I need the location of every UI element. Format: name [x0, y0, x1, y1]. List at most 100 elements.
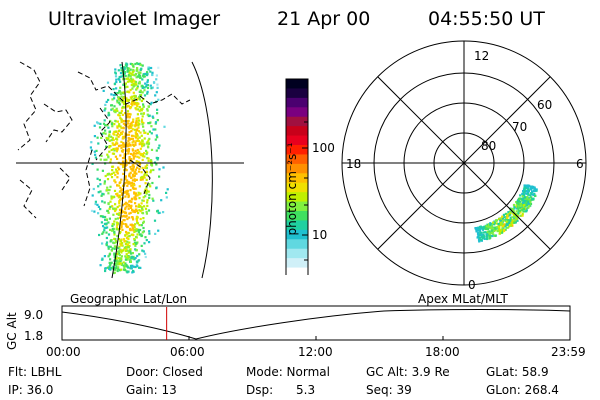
emission-pixel [110, 195, 113, 198]
emission-pixel [501, 228, 504, 231]
emission-pixel [518, 201, 521, 204]
emission-pixel [125, 270, 128, 273]
emission-pixel [116, 92, 119, 95]
emission-pixel [480, 236, 483, 239]
emission-pixel [126, 255, 130, 258]
emission-pixel [146, 86, 150, 90]
emission-pixel [130, 97, 133, 100]
emission-pixel [138, 164, 141, 167]
emission-pixel [126, 202, 129, 205]
emission-pixel [142, 75, 145, 78]
emission-pixel [119, 230, 122, 234]
emission-pixel [118, 250, 121, 253]
emission-pixel [499, 217, 502, 220]
emission-pixel [116, 172, 119, 175]
emission-pixel [108, 253, 111, 256]
emission-pixel [122, 135, 125, 139]
emission-pixel [136, 102, 139, 105]
emission-pixel [132, 182, 135, 185]
timeline-xtick-1800: 18:00 [425, 345, 460, 359]
emission-pixel [149, 103, 152, 106]
emission-pixel [131, 233, 134, 236]
emission-pixel [133, 94, 136, 97]
emission-pixel [105, 231, 108, 234]
emission-pixel [530, 192, 533, 195]
emission-pixel [99, 122, 102, 125]
orbit-timeline[interactable] [0, 300, 600, 360]
emission-pixel [494, 219, 497, 222]
emission-pixel [147, 146, 150, 149]
emission-pixel [136, 210, 139, 213]
emission-pixel [108, 133, 111, 136]
emission-pixel [518, 209, 521, 212]
emission-pixel [523, 205, 526, 208]
emission-pixel [519, 201, 522, 204]
emission-pixel [143, 173, 146, 176]
emission-pixel [517, 204, 520, 207]
emission-pixel [115, 168, 118, 171]
emission-pixel [107, 189, 110, 192]
emission-pixel [109, 239, 113, 242]
emission-pixel [142, 105, 145, 108]
emission-pixel [133, 84, 136, 87]
emission-pixel [110, 108, 113, 111]
emission-pixel [509, 224, 512, 227]
emission-pixel [124, 211, 128, 214]
emission-pixel [120, 226, 123, 229]
emission-pixel [113, 110, 116, 113]
emission-pixel [116, 157, 119, 160]
emission-pixel [114, 142, 118, 145]
emission-pixel [125, 247, 128, 251]
emission-pixel [94, 202, 97, 206]
emission-pixel [494, 228, 497, 232]
emission-pixel [133, 97, 136, 100]
emission-pixel [110, 229, 114, 232]
emission-pixel [138, 259, 141, 262]
emission-pixel [145, 188, 148, 191]
emission-pixel [515, 215, 518, 218]
emission-pixel [475, 229, 478, 232]
emission-pixel [509, 207, 512, 210]
emission-pixel [533, 188, 537, 191]
emission-pixel [104, 218, 107, 221]
emission-pixel [136, 128, 139, 131]
emission-pixel [146, 204, 149, 207]
emission-pixel [516, 214, 519, 217]
emission-pixel [151, 73, 154, 76]
emission-pixel [135, 117, 138, 120]
emission-pixel [527, 200, 530, 203]
emission-pixel [125, 214, 128, 217]
emission-pixel [144, 255, 147, 259]
emission-pixel [128, 127, 131, 130]
emission-pixel [508, 210, 511, 214]
emission-pixel [499, 224, 502, 227]
emission-pixel [133, 197, 136, 200]
emission-pixel [116, 101, 119, 104]
emission-pixel [121, 71, 125, 74]
emission-pixel [519, 204, 522, 207]
emission-pixel [114, 155, 117, 158]
emission-pixel [138, 167, 141, 170]
emission-pixel [134, 122, 138, 125]
emission-pixel [519, 204, 522, 207]
emission-pixel [482, 227, 485, 230]
emission-pixel [501, 217, 504, 220]
emission-pixel [480, 231, 483, 234]
emission-pixel [133, 241, 136, 244]
emission-pixel [137, 229, 140, 232]
emission-pixel [510, 209, 514, 212]
emission-pixel [97, 191, 100, 194]
emission-pixel [146, 71, 149, 74]
emission-pixel [130, 130, 133, 133]
emission-pixel [114, 257, 117, 260]
emission-pixel [526, 192, 529, 195]
emission-pixel [131, 257, 134, 260]
emission-pixel [129, 250, 132, 253]
geo-panel-label: Geographic Lat/Lon [70, 292, 188, 306]
emission-pixel [135, 152, 138, 155]
emission-pixel [127, 195, 130, 199]
emission-pixel [514, 220, 517, 223]
emission-pixel [131, 179, 134, 182]
emission-pixel [121, 92, 124, 95]
colorbar-cell [286, 182, 308, 193]
